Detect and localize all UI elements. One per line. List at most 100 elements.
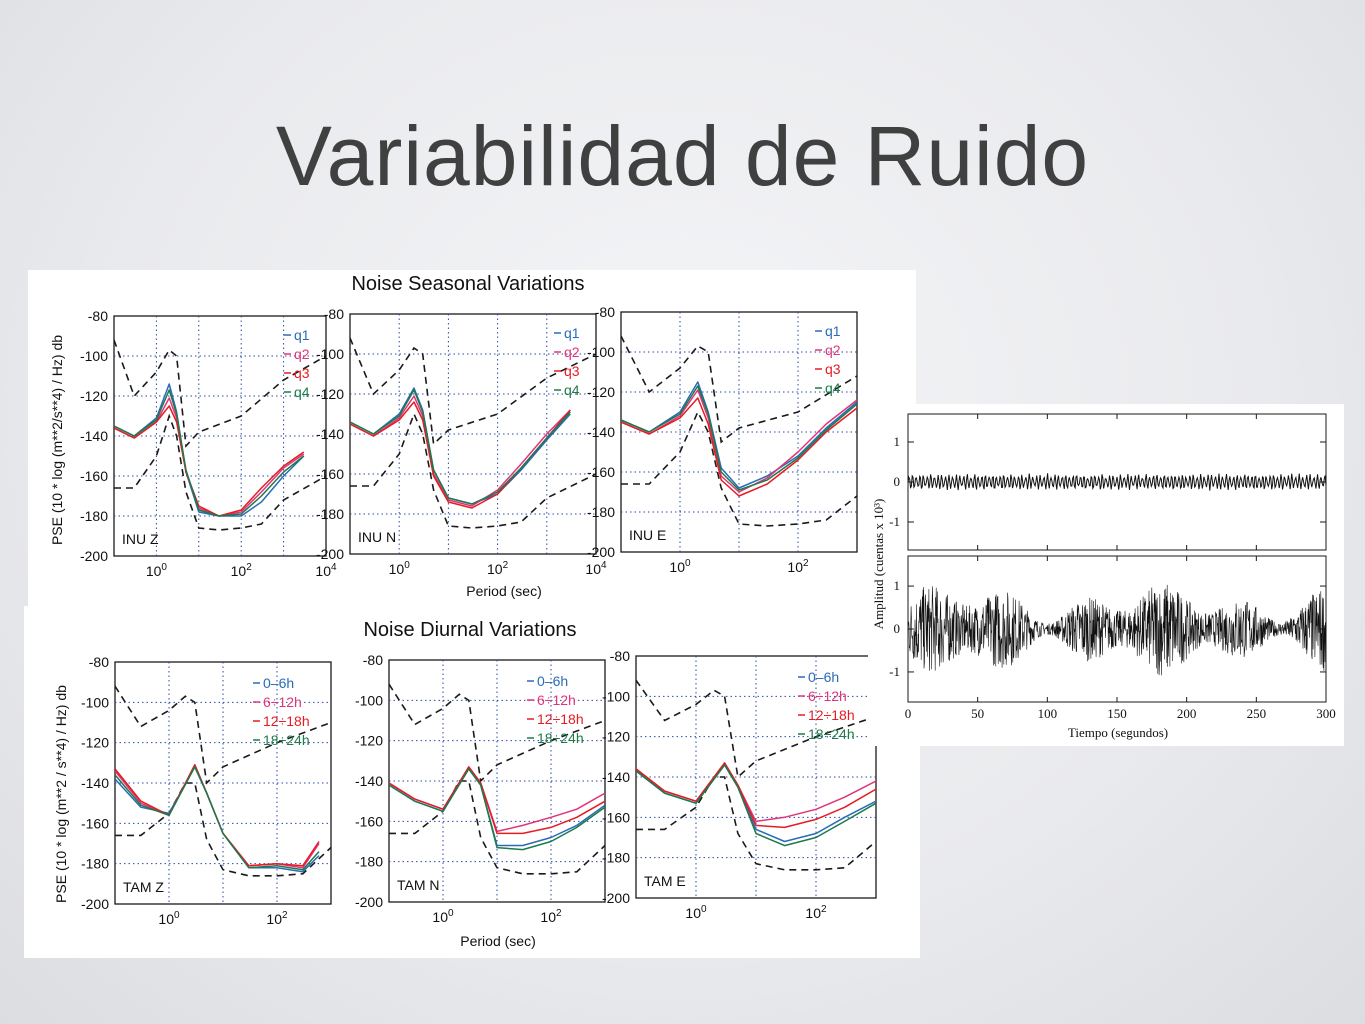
legend-entry: q3	[294, 365, 310, 381]
series-line-12-18h	[115, 764, 320, 867]
series-line-q4	[114, 389, 305, 517]
legend-entry: q1	[564, 325, 580, 341]
y-tick-label: -100	[602, 688, 630, 704]
legend-entry: q4	[294, 384, 310, 400]
x-axis-label: Period (sec)	[460, 933, 535, 949]
y-tick-label: -120	[80, 388, 108, 404]
seasonal-chart-svg: Noise Seasonal Variations PSE (10 * log (…	[49, 273, 858, 599]
y-tick-label: -100	[81, 694, 109, 710]
y-tick-label: -160	[587, 464, 615, 480]
legend-entry: q2	[825, 342, 841, 358]
legend-entry: 6÷12h	[808, 688, 847, 704]
y-tick-label: -200	[602, 890, 630, 906]
high-noise-model-line	[350, 337, 596, 446]
y-tick-label: -160	[81, 815, 109, 831]
y-tick-label: -160	[602, 809, 630, 825]
y-tick-label: -1	[889, 664, 900, 679]
series-line-12-18h	[389, 766, 605, 835]
y-tick-label: -140	[602, 769, 630, 785]
y-tick-label: 0	[894, 621, 901, 636]
waveform-trace	[907, 473, 1327, 491]
y-tick-label: -140	[587, 424, 615, 440]
plot-inu-z: -80 -100 -120 -140 -160 -180 -200 100 102 104 INU …	[80, 308, 337, 579]
plot-inu-e: -80 -100 -120 -140 -160 -180 -200 100 102 INU E q1…	[587, 304, 858, 575]
seismogram-panel-top: 1 0 -1	[889, 413, 1327, 551]
low-noise-model-line	[114, 413, 326, 531]
y-tick-label: 1	[894, 434, 901, 449]
high-noise-model-line	[389, 683, 605, 783]
x-tick-label: 200	[1177, 706, 1197, 721]
high-noise-model-line	[621, 335, 857, 444]
series-line-q2	[114, 397, 305, 517]
x-axis-label: Period (sec)	[466, 583, 541, 599]
y-tick-label: -100	[316, 346, 344, 362]
x-tick-label: 102	[805, 904, 827, 921]
high-noise-model-line	[114, 339, 326, 448]
y-tick-label: -80	[324, 306, 344, 322]
low-noise-model-line	[350, 411, 596, 529]
series-line-q3	[350, 401, 571, 509]
legend-entry: q4	[825, 380, 841, 396]
y-tick-label: 1	[894, 578, 901, 593]
y-tick-label: -200	[81, 896, 109, 912]
y-tick-label: -80	[88, 308, 108, 324]
y-tick-label: -180	[316, 506, 344, 522]
y-tick-label: -200	[355, 894, 383, 910]
x-tick-label: 300	[1316, 706, 1336, 721]
chart-title: Noise Seasonal Variations	[351, 273, 584, 295]
x-tick-label: 100	[1038, 706, 1058, 721]
chart-title: Noise Diurnal Variations	[363, 619, 576, 641]
seasonal-variations-figure: Noise Seasonal Variations PSE (10 * log (…	[28, 270, 916, 610]
y-tick-label: -160	[316, 466, 344, 482]
station-label: TAM E	[644, 873, 686, 889]
legend-entry: q3	[564, 363, 580, 379]
x-tick-label: 100	[669, 558, 691, 575]
legend-entry: 12÷18h	[263, 713, 310, 729]
legend-entry: 18÷24h	[263, 732, 310, 748]
x-tick-label: 50	[971, 706, 984, 721]
series-line-18-24h	[636, 764, 876, 847]
y-axis-label: PSE (10 * log (m**2 / s**4) / Hz) db	[53, 685, 69, 903]
diurnal-variations-figure: Noise Diurnal Variations PSE (10 * log (m…	[24, 606, 920, 958]
x-tick-label: 0	[905, 706, 912, 721]
plot-tam-e: -80 -100 -120 -140 -160 -180 -200 100 102 TAM E 0–…	[602, 648, 877, 921]
station-label: INU N	[358, 529, 396, 545]
y-tick-label: 0	[894, 474, 901, 489]
series-line-0-6h	[636, 764, 876, 843]
y-axis-label: PSE (10 * log (m**2/s**4) / Hz) db	[49, 335, 65, 545]
series-line-q4	[621, 385, 857, 491]
low-noise-model-line	[389, 780, 605, 875]
y-tick-label: -180	[81, 856, 109, 872]
legend-entry: 6÷12h	[537, 692, 576, 708]
y-tick-label: -100	[355, 692, 383, 708]
seismogram-chart-svg: Amplitud (cuentas x 10³) Tiempo (segundos…	[871, 413, 1336, 740]
y-tick-label: -160	[355, 813, 383, 829]
station-label: TAM N	[397, 877, 440, 893]
seismogram-figure: Amplitud (cuentas x 10³) Tiempo (segundos…	[868, 404, 1344, 746]
x-tick-label: 250	[1247, 706, 1267, 721]
slide-title: Variabilidad de Ruido	[275, 109, 1090, 203]
y-tick-label: -180	[355, 854, 383, 870]
y-tick-label: -120	[355, 733, 383, 749]
x-tick-label: 102	[266, 910, 288, 927]
legend-entry: 12÷18h	[808, 707, 855, 723]
y-tick-label: -120	[587, 384, 615, 400]
low-noise-model-line	[636, 776, 876, 871]
x-tick-label: 102	[231, 562, 253, 579]
plot-inu-n: -80 -100 -120 -140 -160 -180 -200 100 102 104 INU …	[316, 306, 607, 577]
series-line-q4	[350, 389, 571, 505]
y-tick-label: -80	[363, 652, 383, 668]
station-label: INU E	[629, 527, 666, 543]
legend-entry: 0–6h	[808, 669, 839, 685]
x-tick-label: 100	[389, 560, 411, 577]
x-tick-label: 150	[1107, 706, 1127, 721]
x-tick-label: 100	[146, 562, 168, 579]
legend-entry: q1	[294, 327, 310, 343]
high-noise-model-line	[636, 679, 876, 779]
high-noise-model-line	[115, 685, 331, 785]
series-line-q3	[621, 397, 857, 497]
y-tick-label: -200	[80, 548, 108, 564]
y-tick-label: -140	[316, 426, 344, 442]
legend-entry: 0–6h	[537, 673, 568, 689]
y-tick-label: -100	[587, 344, 615, 360]
